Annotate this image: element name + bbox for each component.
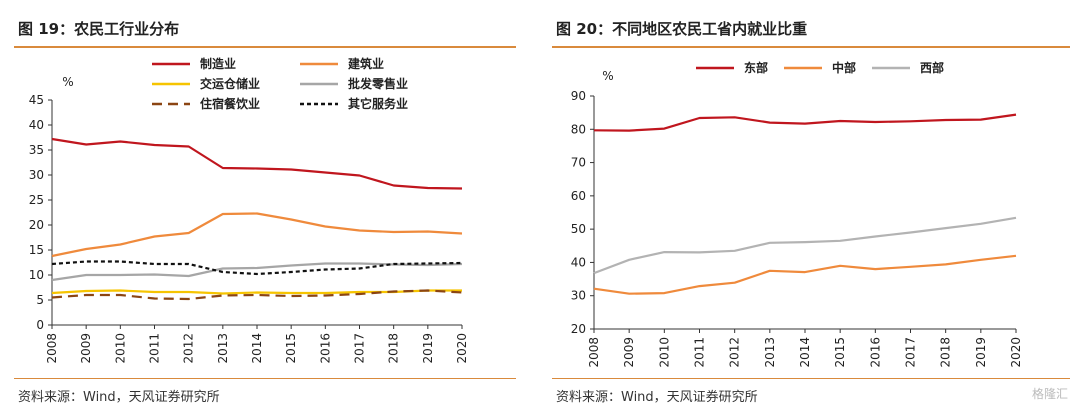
x-tick-label: 2008 [45, 333, 59, 364]
y-tick-label: 30 [29, 168, 44, 182]
y-tick-label: 60 [571, 189, 586, 203]
x-tick-label: 2015 [284, 333, 298, 364]
x-tick-label: 2019 [421, 333, 435, 364]
x-tick-label: 2015 [833, 337, 847, 368]
x-tick-label: 2012 [182, 333, 196, 364]
series-line-1 [51, 137, 463, 190]
legend-label-2: 建筑业 [347, 56, 384, 71]
series-line-5 [51, 289, 463, 301]
right-source-note: 资料来源：Wind，天风证券研究所 [556, 390, 758, 405]
y-tick-label: 5 [36, 293, 44, 307]
legend-label-2: 中部 [832, 60, 856, 75]
x-tick-label: 2018 [939, 337, 953, 368]
series-line-2 [51, 212, 463, 258]
x-tick-label: 2014 [798, 337, 812, 368]
y-tick-label: 20 [571, 322, 586, 336]
y-tick-label: 40 [571, 255, 586, 269]
left-panel: 图 19：农民工行业分布 % 0 5 10 15 20 25 30 35 40 45 2008 2009… [0, 0, 526, 408]
legend-label-3: 西部 [920, 60, 944, 75]
x-tick-label: 2019 [974, 337, 988, 368]
right-figure-title: 图 20：不同地区农民工省内就业比重 [556, 20, 808, 38]
legend-label-5: 住宿餐饮业 [200, 96, 260, 111]
y-tick-label: 45 [29, 93, 44, 107]
y-tick-label: 70 [571, 156, 586, 170]
legend-label-4: 批发零售业 [348, 76, 408, 91]
left-title-rule [14, 46, 516, 48]
x-tick-label: 2013 [763, 337, 777, 368]
x-tick-label: 2011 [148, 333, 162, 364]
watermark-logo: 格隆汇 [1031, 387, 1068, 401]
series-line-6 [51, 260, 463, 276]
legend-label-1: 东部 [744, 60, 768, 75]
x-tick-label: 2017 [904, 337, 918, 368]
series-line-3 [593, 216, 1017, 275]
x-tick-label: 2020 [455, 333, 469, 364]
x-tick-label: 2014 [250, 333, 264, 364]
right-panel: 图 20：不同地区农民工省内就业比重 % 20 30 40 50 60 70 80 90 2008… [538, 0, 1080, 408]
y-tick-label: 10 [29, 268, 44, 282]
right-source-rule [552, 378, 1070, 379]
legend-label-3: 交运仓储业 [200, 76, 260, 91]
x-tick-label: 2010 [657, 337, 671, 368]
x-tick-label: 2012 [728, 337, 742, 368]
left-source-rule [14, 378, 516, 379]
series-line-3 [51, 289, 462, 295]
y-tick-label: 35 [29, 143, 44, 157]
y-tick-label: 40 [29, 118, 44, 132]
x-tick-label: 2016 [868, 337, 882, 368]
y-tick-label: 80 [571, 122, 586, 136]
left-figure-title: 图 19：农民工行业分布 [18, 20, 180, 38]
x-tick-label: 2017 [353, 333, 367, 364]
left-source-note: 资料来源：Wind，天风证券研究所 [18, 390, 220, 405]
y-tick-label: 30 [571, 289, 586, 303]
x-tick-label: 2010 [113, 333, 127, 364]
series-line-1 [593, 113, 1017, 132]
legend-label-1: 制造业 [200, 56, 236, 71]
y-tick-label: 0 [36, 318, 44, 332]
x-tick-label: 2018 [387, 333, 401, 364]
series-line-2 [593, 254, 1017, 295]
x-tick-label: 2009 [79, 333, 93, 364]
y-tick-label: 15 [29, 243, 44, 257]
y-tick-label: 20 [29, 218, 44, 232]
y-unit-label: % [62, 75, 73, 89]
x-tick-label: 2009 [622, 337, 636, 368]
x-tick-label: 2020 [1009, 337, 1023, 368]
y-unit-label: % [602, 69, 613, 83]
right-chart: % 20 30 40 50 60 70 80 90 2008 2009 2010 2011 2012 201… [571, 60, 1023, 368]
x-tick-label: 2008 [587, 337, 601, 368]
x-tick-label: 2011 [693, 337, 707, 368]
y-tick-label: 90 [571, 89, 586, 103]
y-tick-label: 50 [571, 222, 586, 236]
x-tick-label: 2013 [216, 333, 230, 364]
left-chart: % 0 5 10 15 20 25 30 35 40 45 2008 2009 2010 2011 2012 2… [29, 56, 469, 364]
right-title-rule [552, 46, 1070, 48]
x-tick-label: 2016 [318, 333, 332, 364]
series-line-4 [51, 262, 463, 282]
y-tick-label: 25 [29, 193, 44, 207]
legend-label-6: 其它服务业 [348, 96, 408, 111]
